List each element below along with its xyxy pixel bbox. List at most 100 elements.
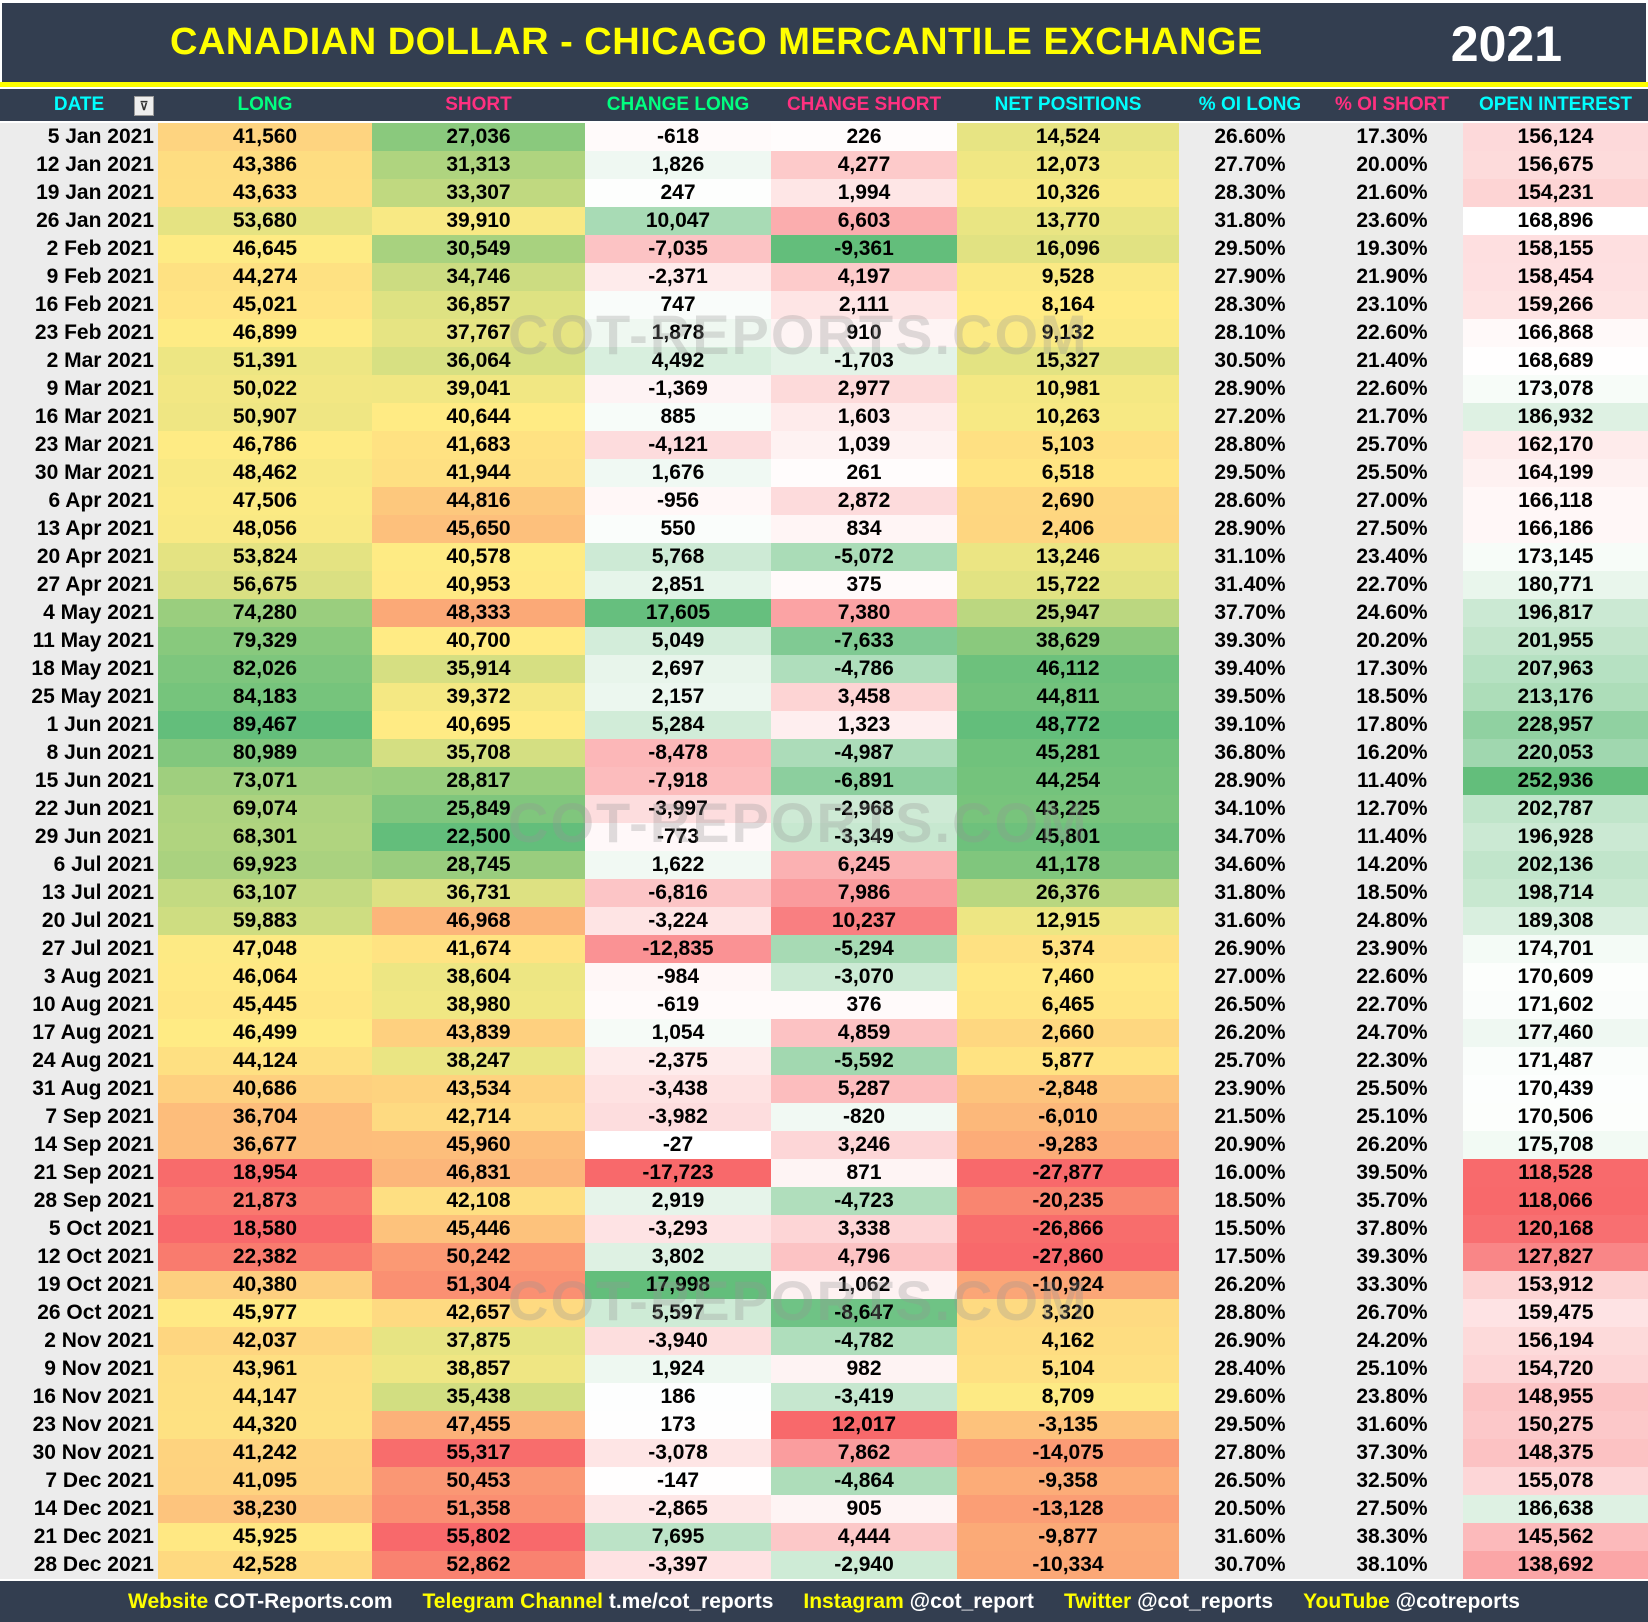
- cell-change-short: -4,782: [771, 1327, 957, 1355]
- cell-date: 16 Mar 2021: [0, 403, 158, 431]
- cell-change-short: -4,987: [771, 739, 957, 767]
- cell-change-long: -2,371: [585, 263, 771, 291]
- cell-oi-long: 28.80%: [1179, 431, 1321, 459]
- table-row: 16 Nov 2021 44,147 35,438 186 -3,419 8,709 29.…: [0, 1383, 1648, 1411]
- cell-short: 31,313: [372, 151, 585, 179]
- cell-short: 33,307: [372, 179, 585, 207]
- cell-date: 18 May 2021: [0, 655, 158, 683]
- table-row: 9 Mar 2021 50,022 39,041 -1,369 2,977 10,981 2…: [0, 375, 1648, 403]
- cell-open-interest: 177,460: [1463, 1019, 1648, 1047]
- cell-open-interest: 158,454: [1463, 263, 1648, 291]
- cell-net-positions: 43,225: [957, 795, 1179, 823]
- cell-oi-short: 38.10%: [1321, 1551, 1463, 1579]
- cell-oi-long: 15.50%: [1179, 1215, 1321, 1243]
- cell-change-long: 17,605: [585, 599, 771, 627]
- cell-open-interest: 186,638: [1463, 1495, 1648, 1523]
- cell-net-positions: 13,770: [957, 207, 1179, 235]
- table-row: 31 Aug 2021 40,686 43,534 -3,438 5,287 -2,848…: [0, 1075, 1648, 1103]
- cell-long: 45,925: [158, 1523, 372, 1551]
- cell-oi-short: 22.30%: [1321, 1047, 1463, 1075]
- column-header: CHANGE LONG: [585, 89, 771, 121]
- cell-change-long: -618: [585, 123, 771, 151]
- cell-open-interest: 213,176: [1463, 683, 1648, 711]
- cell-change-long: 247: [585, 179, 771, 207]
- footer-value: t.me/cot_reports: [608, 1589, 774, 1613]
- cell-open-interest: 202,787: [1463, 795, 1648, 823]
- cell-short: 22,500: [372, 823, 585, 851]
- cell-net-positions: 3,320: [957, 1299, 1179, 1327]
- table-row: 12 Oct 2021 22,382 50,242 3,802 4,796 -27,860…: [0, 1243, 1648, 1271]
- cell-net-positions: 10,981: [957, 375, 1179, 403]
- cell-date: 16 Nov 2021: [0, 1383, 158, 1411]
- cell-short: 36,857: [372, 291, 585, 319]
- table-row: 5 Jan 2021 41,560 27,036 -618 226 14,524 26.60…: [0, 123, 1648, 151]
- cell-short: 38,857: [372, 1355, 585, 1383]
- cell-change-short: -820: [771, 1103, 957, 1131]
- cell-oi-short: 25.50%: [1321, 459, 1463, 487]
- cell-change-short: -7,633: [771, 627, 957, 655]
- cell-oi-long: 26.50%: [1179, 1467, 1321, 1495]
- cell-change-long: -3,397: [585, 1551, 771, 1579]
- cell-long: 84,183: [158, 683, 372, 711]
- cell-oi-long: 27.20%: [1179, 403, 1321, 431]
- cell-date: 9 Feb 2021: [0, 263, 158, 291]
- cell-change-short: 6,245: [771, 851, 957, 879]
- cell-open-interest: 173,078: [1463, 375, 1648, 403]
- cell-change-long: 1,622: [585, 851, 771, 879]
- cell-date: 7 Sep 2021: [0, 1103, 158, 1131]
- table-row: 8 Jun 2021 80,989 35,708 -8,478 -4,987 45,281…: [0, 739, 1648, 767]
- cell-open-interest: 154,720: [1463, 1355, 1648, 1383]
- cell-change-long: 1,878: [585, 319, 771, 347]
- page-title: CANADIAN DOLLAR - CHICAGO MERCANTILE EXC…: [170, 21, 1263, 63]
- cell-change-short: 10,237: [771, 907, 957, 935]
- cell-long: 22,382: [158, 1243, 372, 1271]
- cell-open-interest: 252,936: [1463, 767, 1648, 795]
- cell-oi-long: 34.70%: [1179, 823, 1321, 851]
- footer-link-website[interactable]: Website COT-Reports.com: [128, 1590, 393, 1614]
- cell-oi-short: 18.50%: [1321, 879, 1463, 907]
- column-header: % OI LONG: [1179, 89, 1321, 121]
- cell-net-positions: 10,326: [957, 179, 1179, 207]
- cell-date: 22 Jun 2021: [0, 795, 158, 823]
- cell-net-positions: 38,629: [957, 627, 1179, 655]
- footer-link-instagram[interactable]: Instagram @cot_report: [803, 1590, 1034, 1614]
- cell-change-long: -12,835: [585, 935, 771, 963]
- cell-date: 14 Dec 2021: [0, 1495, 158, 1523]
- cell-net-positions: 5,103: [957, 431, 1179, 459]
- cell-change-long: 1,826: [585, 151, 771, 179]
- cell-short: 47,455: [372, 1411, 585, 1439]
- cell-oi-short: 11.40%: [1321, 823, 1463, 851]
- footer-label: Website: [128, 1589, 214, 1613]
- cell-change-long: 885: [585, 403, 771, 431]
- cell-net-positions: 5,374: [957, 935, 1179, 963]
- filter-icon[interactable]: ⊽: [134, 96, 154, 116]
- cell-long: 46,786: [158, 431, 372, 459]
- footer-link-youtube[interactable]: YouTube @cotreports: [1303, 1590, 1520, 1614]
- cell-oi-short: 24.60%: [1321, 599, 1463, 627]
- cell-oi-short: 25.70%: [1321, 431, 1463, 459]
- cell-change-long: -2,375: [585, 1047, 771, 1075]
- cell-short: 40,700: [372, 627, 585, 655]
- cell-long: 40,686: [158, 1075, 372, 1103]
- cell-net-positions: 7,460: [957, 963, 1179, 991]
- cell-long: 18,580: [158, 1215, 372, 1243]
- cell-change-long: -17,723: [585, 1159, 771, 1187]
- cell-open-interest: 168,689: [1463, 347, 1648, 375]
- cell-change-short: 376: [771, 991, 957, 1019]
- footer-link-twitter[interactable]: Twitter @cot_reports: [1064, 1590, 1273, 1614]
- cell-net-positions: -20,235: [957, 1187, 1179, 1215]
- cell-change-short: -8,647: [771, 1299, 957, 1327]
- cell-long: 44,320: [158, 1411, 372, 1439]
- cell-short: 44,816: [372, 487, 585, 515]
- cell-change-long: 17,998: [585, 1271, 771, 1299]
- cell-change-short: 1,039: [771, 431, 957, 459]
- footer-link-telegram-channel[interactable]: Telegram Channel t.me/cot_reports: [423, 1590, 774, 1614]
- cell-oi-short: 27.50%: [1321, 1495, 1463, 1523]
- cell-change-short: 7,986: [771, 879, 957, 907]
- cell-oi-long: 27.90%: [1179, 263, 1321, 291]
- cell-short: 42,714: [372, 1103, 585, 1131]
- cell-open-interest: 173,145: [1463, 543, 1648, 571]
- cell-oi-short: 24.80%: [1321, 907, 1463, 935]
- cell-change-long: -2,865: [585, 1495, 771, 1523]
- cell-net-positions: -6,010: [957, 1103, 1179, 1131]
